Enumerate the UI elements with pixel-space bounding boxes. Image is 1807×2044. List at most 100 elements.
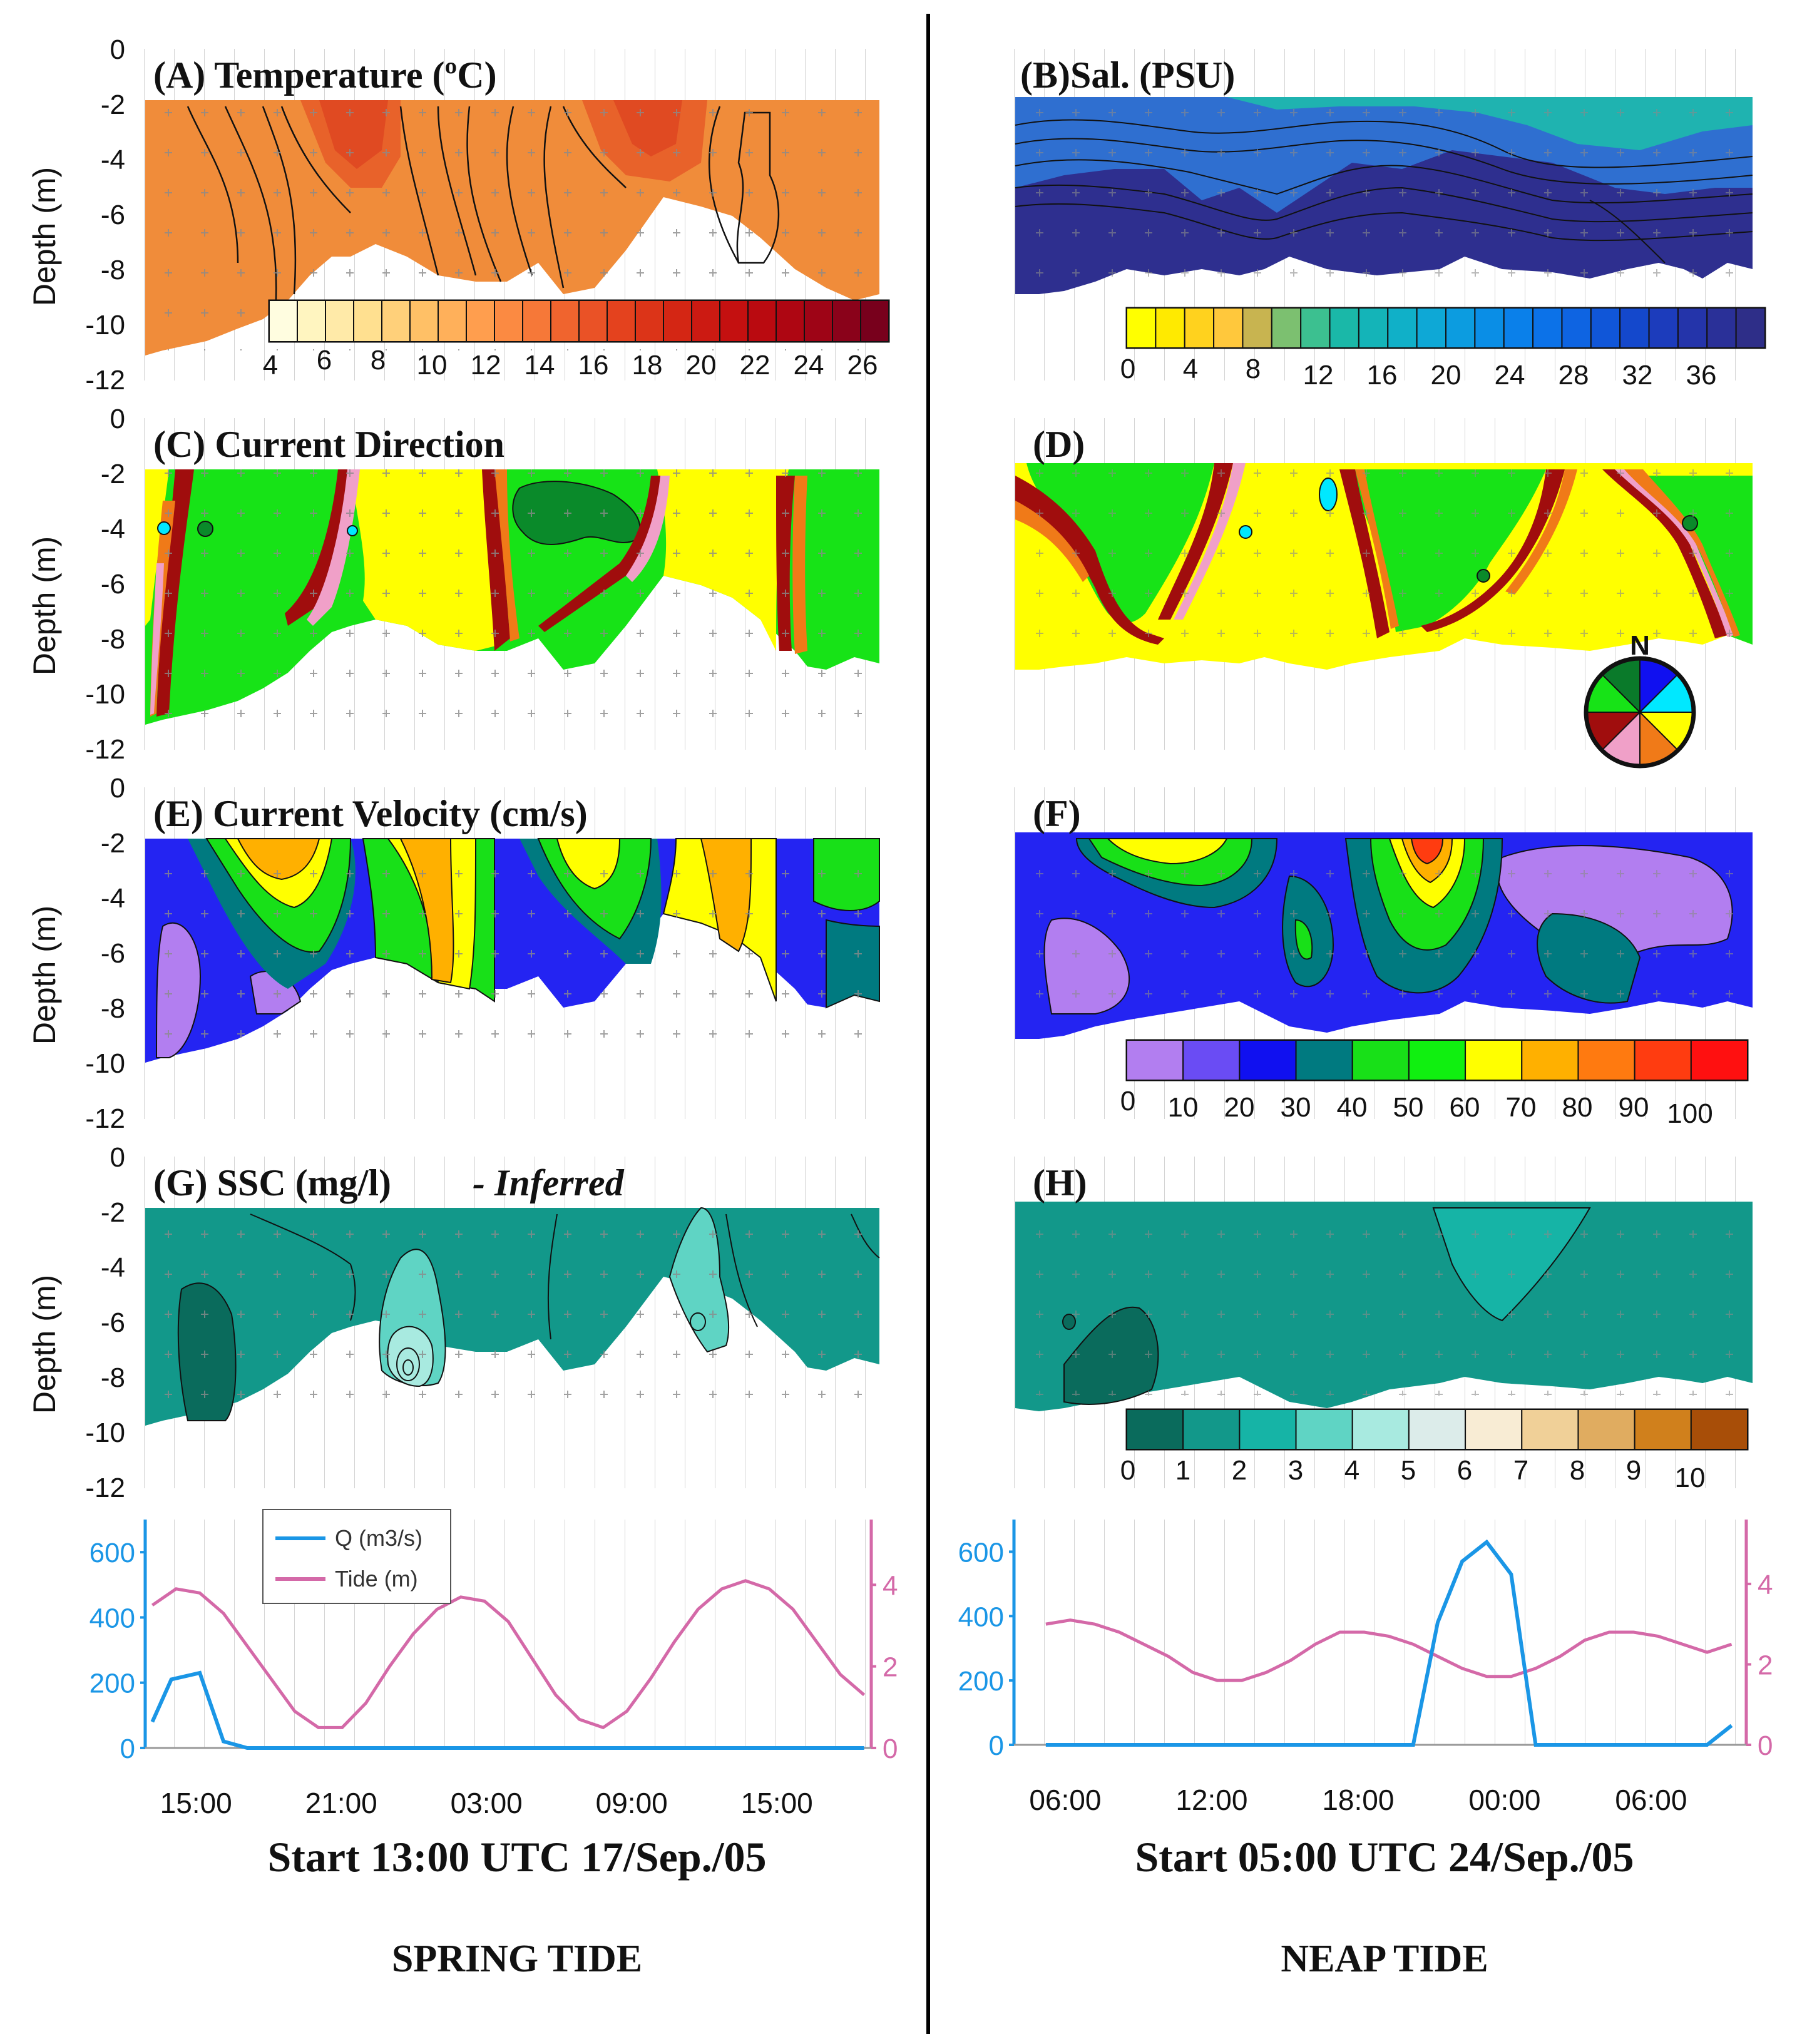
cb-ticks: 4 6 8 10 12 14 16 18 20 22 24 26 bbox=[263, 345, 878, 381]
cb-cell bbox=[607, 300, 636, 342]
tick-6: -6 bbox=[101, 938, 125, 969]
tick-10: -10 bbox=[85, 1418, 125, 1448]
cb-cell bbox=[1351, 1040, 1410, 1081]
cb-cell bbox=[1503, 307, 1534, 349]
legend-q-label: Q (m3/s) bbox=[335, 1525, 422, 1551]
cb-cell bbox=[1577, 1040, 1636, 1081]
cb-tick: 12 bbox=[1303, 360, 1334, 391]
tick-0: 0 bbox=[110, 1142, 125, 1173]
cb-cell bbox=[578, 300, 608, 342]
cb-cell bbox=[1408, 1409, 1467, 1450]
cb-tick: 16 bbox=[578, 350, 609, 381]
cb-tick: 20 bbox=[1224, 1092, 1255, 1123]
cb-tick: 4 bbox=[263, 350, 278, 381]
cb-cells bbox=[1126, 1040, 1748, 1081]
cb-cell bbox=[747, 300, 777, 342]
cb-tick: 32 bbox=[1622, 360, 1653, 391]
plus-grid-E bbox=[145, 839, 881, 1058]
cb-cell bbox=[1561, 307, 1592, 349]
cb-cell bbox=[1408, 1040, 1467, 1081]
tick-10: -10 bbox=[85, 679, 125, 710]
cb-tick: 36 bbox=[1686, 360, 1717, 391]
plus-grid-D bbox=[1015, 469, 1751, 657]
q-tick: 0 bbox=[989, 1730, 1004, 1761]
cb-tick: 20 bbox=[1431, 360, 1461, 391]
cb-tick: 10 bbox=[1168, 1092, 1199, 1123]
tick-8: -8 bbox=[101, 255, 125, 285]
cb-tick: 5 bbox=[1401, 1455, 1416, 1486]
tick-4: -4 bbox=[101, 514, 125, 544]
cb-cell bbox=[1590, 307, 1621, 349]
cb-ticks: 0 4 8 12 16 20 24 28 32 36 bbox=[1120, 354, 1717, 391]
cb-cell bbox=[1271, 307, 1302, 349]
tick-0: 0 bbox=[110, 34, 125, 65]
cb-cell bbox=[381, 300, 411, 342]
cb-tick: 24 bbox=[1495, 360, 1525, 391]
cb-cell bbox=[1351, 1409, 1410, 1450]
cb-cell bbox=[1735, 307, 1766, 349]
compass-icon: N bbox=[1584, 630, 1696, 769]
panel-B: (B)Sal. (PSU) bbox=[1015, 54, 1753, 294]
cb-cell bbox=[719, 300, 749, 342]
cb-cell bbox=[466, 300, 495, 342]
cb-cell bbox=[1465, 1409, 1523, 1450]
compass-slices bbox=[1585, 657, 1695, 767]
cb-cell bbox=[776, 300, 805, 342]
tick-8: -8 bbox=[101, 1362, 125, 1393]
cb-tick: 50 bbox=[1393, 1092, 1424, 1123]
neap-tide-label: NEAP TIDE bbox=[1281, 1938, 1488, 1980]
tick-12: -12 bbox=[85, 365, 125, 396]
cb-tick: 70 bbox=[1506, 1092, 1537, 1123]
cb-cell bbox=[1126, 1409, 1184, 1450]
cb-tick: 90 bbox=[1619, 1092, 1649, 1123]
cb-cells bbox=[1126, 1409, 1748, 1450]
panel-D-title: (D) bbox=[1033, 424, 1085, 465]
tide-tick: 4 bbox=[1758, 1570, 1773, 1600]
cb-cell bbox=[1445, 307, 1476, 349]
cb-cells bbox=[269, 300, 889, 342]
cb-cell bbox=[325, 300, 354, 342]
tick-2: -2 bbox=[101, 1197, 125, 1228]
tick-10: -10 bbox=[85, 1048, 125, 1079]
cb-temperature: 4 6 8 10 12 14 16 18 20 22 24 26 bbox=[263, 299, 890, 381]
hydro-spring: 0 200 400 600 0 2 4 15:00 21:00 03:00 09:00 15:00 Q… bbox=[90, 1509, 898, 1819]
spring-marks: 0 200 400 600 0 2 4 15:00 21:00 03:00 09:00 15:00 bbox=[90, 1538, 898, 1819]
tide-line bbox=[1045, 1618, 1733, 1682]
cb-cell bbox=[1634, 1040, 1692, 1081]
q-tick: 600 bbox=[958, 1537, 1004, 1568]
cb-cell bbox=[804, 300, 833, 342]
cb-tick: 40 bbox=[1337, 1092, 1368, 1123]
cb-cell bbox=[1690, 1409, 1748, 1450]
compass-north-label: N bbox=[1630, 630, 1650, 661]
cb-cell bbox=[1465, 1040, 1523, 1081]
tick-2: -2 bbox=[101, 828, 125, 859]
cb-tick: 16 bbox=[1367, 360, 1398, 391]
cb-cell bbox=[1126, 307, 1157, 349]
plus-grid-H bbox=[1015, 1208, 1751, 1396]
cb-cell bbox=[1677, 307, 1708, 349]
cb-cell bbox=[297, 300, 326, 342]
tick-0: 0 bbox=[110, 404, 125, 434]
tick-6: -6 bbox=[101, 569, 125, 600]
cb-tick: 0 bbox=[1120, 354, 1135, 384]
tick-2: -2 bbox=[101, 459, 125, 489]
panel-B-title: (B)Sal. (PSU) bbox=[1020, 54, 1235, 96]
cb-cell bbox=[1521, 1409, 1579, 1450]
cb-tick: 26 bbox=[847, 350, 878, 381]
cb-cell bbox=[1295, 1409, 1353, 1450]
legend-tide-label: Tide (m) bbox=[335, 1566, 418, 1592]
tick-12: -12 bbox=[85, 1473, 125, 1503]
x-tick: 03:00 bbox=[451, 1787, 523, 1819]
cb-cell bbox=[1387, 307, 1418, 349]
cb-cell bbox=[1126, 1040, 1184, 1081]
plus-grid-C bbox=[145, 469, 881, 720]
cb-tick: 22 bbox=[740, 350, 770, 381]
cb-ssc: 0 1 2 3 4 5 6 7 8 9 10 bbox=[1120, 1408, 1749, 1493]
neap-marks: 0 200 400 600 0 2 4 06:00 12:00 18:00 00:00 06:00 bbox=[958, 1537, 1773, 1816]
q-tick: 600 bbox=[90, 1538, 135, 1568]
cb-cell bbox=[1474, 307, 1505, 349]
cb-tick: 4 bbox=[1344, 1455, 1359, 1486]
cb-tick: 8 bbox=[1570, 1455, 1585, 1486]
cb-tick: 0 bbox=[1120, 1455, 1135, 1486]
cb-cell bbox=[1634, 1409, 1692, 1450]
